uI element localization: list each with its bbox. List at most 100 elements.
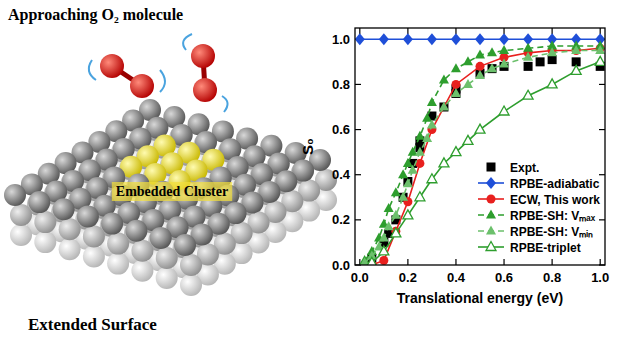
data-point (475, 50, 485, 59)
data-point (379, 256, 388, 265)
x-tick (600, 28, 601, 34)
data-point (422, 113, 432, 122)
y-tick (599, 84, 605, 85)
data-point (499, 59, 509, 68)
data-point (398, 192, 408, 201)
oxygen-atom (130, 74, 154, 98)
data-point (415, 192, 425, 201)
data-point (427, 97, 437, 106)
data-point (524, 62, 533, 71)
data-point (399, 193, 408, 202)
data-point (408, 165, 418, 174)
legend-marker (486, 226, 496, 235)
rotation-arrow (183, 34, 192, 50)
data-point (487, 47, 497, 56)
surface-atom (28, 191, 50, 213)
data-point (415, 147, 425, 156)
y-tick (355, 129, 361, 130)
legend-label: Expt. (510, 161, 539, 175)
data-point (475, 124, 485, 133)
surface-label: Extended Surface (28, 315, 157, 334)
x-tick-label: 1.0 (591, 270, 609, 285)
surface-atom (107, 233, 129, 255)
rotation-arrow (89, 60, 96, 80)
data-point (403, 210, 413, 219)
surface-atom (59, 218, 81, 240)
data-point (475, 70, 485, 79)
figure: Approaching O₂ molecule Embedded Cluster E… (0, 0, 632, 341)
y-tick-label: 1.0 (332, 32, 350, 47)
x-tick-label: 0.6 (495, 270, 513, 285)
data-point (547, 47, 557, 56)
y-tick (355, 84, 361, 85)
data-point (439, 158, 449, 167)
data-point (536, 57, 545, 66)
y-tick (599, 129, 605, 130)
data-point (499, 45, 509, 54)
legend-label: RPBE-SH: Vₘₐₓ (510, 209, 596, 223)
y-axis-title: S₀ (299, 138, 316, 155)
data-point (463, 56, 473, 65)
data-point (398, 169, 408, 178)
y-tick (355, 219, 361, 220)
data-point (379, 232, 389, 241)
illustration-title: Approaching O₂ molecule (8, 6, 183, 24)
data-point (595, 56, 605, 65)
data-point (355, 33, 365, 45)
surface-atom (107, 253, 129, 275)
y-tick-label: 0.2 (332, 212, 350, 227)
x-tick-label: 0.2 (399, 270, 417, 285)
data-point (391, 210, 401, 219)
chart: 0.00.20.40.60.81.00.00.20.40.60.81.0Tran… (299, 28, 609, 306)
legend-label: RPBE-SH: Vₘᵢₙ (510, 225, 593, 239)
x-tick (455, 259, 456, 265)
x-tick (455, 28, 456, 34)
surface-atom (83, 245, 105, 267)
surface-atom (10, 204, 32, 226)
illustration: Approaching O₂ molecule Embedded Cluster E… (4, 6, 337, 334)
data-point (439, 74, 449, 83)
legend-marker (486, 210, 496, 219)
data-point (523, 90, 533, 99)
data-point (391, 228, 401, 237)
plot-area (355, 33, 605, 265)
data-point (571, 65, 581, 74)
surface-atom (101, 213, 123, 235)
data-point (488, 64, 497, 73)
x-tick (552, 259, 553, 265)
data-point (403, 158, 413, 167)
surface-atom (156, 247, 178, 269)
x-tick-label: 0.4 (447, 270, 466, 285)
surface-atom (131, 240, 153, 262)
data-point (439, 102, 449, 111)
surface-atom (4, 184, 26, 206)
surface-atom (131, 260, 153, 282)
data-point (403, 33, 413, 45)
surface-atom (180, 254, 202, 276)
x-tick (359, 28, 360, 34)
legend-label: RPBE-triplet (510, 241, 581, 255)
x-tick (359, 259, 360, 265)
x-tick-label: 0.8 (543, 270, 561, 285)
legend-marker (487, 195, 496, 204)
surface-atom (174, 234, 196, 256)
y-tick (599, 219, 605, 220)
series-line (365, 51, 601, 263)
rotation-arrow (160, 70, 165, 92)
legend-marker (486, 177, 496, 189)
data-point (415, 131, 425, 140)
y-tick-label: 0.8 (332, 77, 350, 92)
x-axis-title: Translational energy (eV) (397, 290, 564, 306)
data-point (595, 45, 605, 54)
data-point (571, 45, 581, 54)
cluster-label: Embedded Cluster (116, 184, 228, 199)
data-point (463, 79, 473, 88)
data-point (499, 33, 509, 45)
data-point (427, 174, 437, 183)
x-tick-label: 0.0 (351, 270, 369, 285)
data-point (427, 120, 437, 129)
surface-atom (125, 220, 147, 242)
legend-marker (486, 242, 496, 251)
data-point (415, 159, 424, 168)
series-line (372, 62, 600, 263)
